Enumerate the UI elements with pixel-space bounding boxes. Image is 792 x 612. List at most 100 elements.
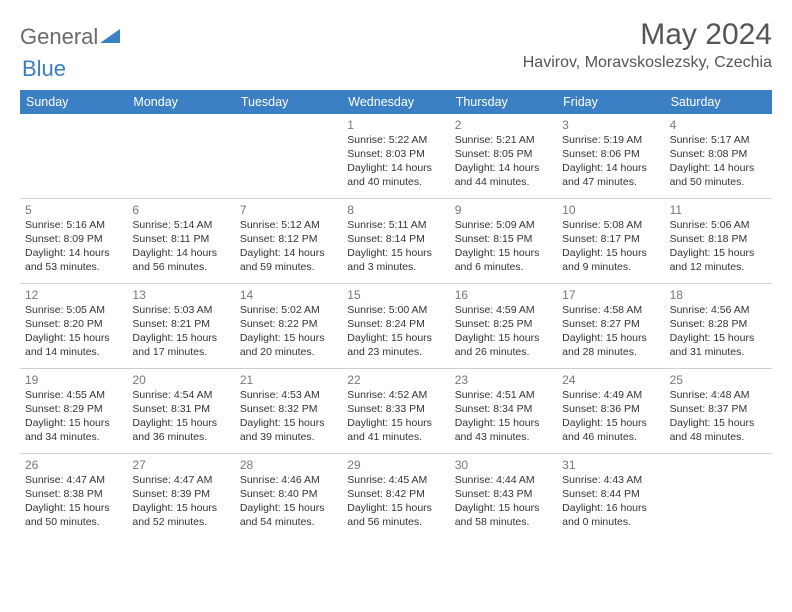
daylight-text: Daylight: 15 hours and 17 minutes. xyxy=(132,332,229,360)
sunrise-text: Sunrise: 5:09 AM xyxy=(455,219,552,233)
weekday-header: Saturday xyxy=(665,90,772,114)
daylight-text: Daylight: 15 hours and 28 minutes. xyxy=(562,332,659,360)
daylight-text: Daylight: 15 hours and 46 minutes. xyxy=(562,417,659,445)
sunset-text: Sunset: 8:34 PM xyxy=(455,403,552,417)
sunrise-text: Sunrise: 5:16 AM xyxy=(25,219,122,233)
daylight-text: Daylight: 14 hours and 40 minutes. xyxy=(347,162,444,190)
week-row: 5Sunrise: 5:16 AMSunset: 8:09 PMDaylight… xyxy=(20,198,772,283)
sunset-text: Sunset: 8:27 PM xyxy=(562,318,659,332)
day-number: 18 xyxy=(670,288,767,302)
weekday-header: Tuesday xyxy=(235,90,342,114)
day-number: 25 xyxy=(670,373,767,387)
daylight-text: Daylight: 15 hours and 54 minutes. xyxy=(240,502,337,530)
day-number: 1 xyxy=(347,118,444,132)
weekday-header: Sunday xyxy=(20,90,127,114)
sunrise-text: Sunrise: 4:48 AM xyxy=(670,389,767,403)
day-number: 16 xyxy=(455,288,552,302)
sunrise-text: Sunrise: 5:03 AM xyxy=(132,304,229,318)
sunrise-text: Sunrise: 5:06 AM xyxy=(670,219,767,233)
weekday-header-row: Sunday Monday Tuesday Wednesday Thursday… xyxy=(20,90,772,114)
sunset-text: Sunset: 8:03 PM xyxy=(347,148,444,162)
sunrise-text: Sunrise: 4:45 AM xyxy=(347,474,444,488)
logo: General xyxy=(20,18,120,50)
sunrise-text: Sunrise: 5:14 AM xyxy=(132,219,229,233)
sunrise-text: Sunrise: 4:56 AM xyxy=(670,304,767,318)
sunset-text: Sunset: 8:29 PM xyxy=(25,403,122,417)
day-cell: 22Sunrise: 4:52 AMSunset: 8:33 PMDayligh… xyxy=(342,369,449,453)
sunset-text: Sunset: 8:22 PM xyxy=(240,318,337,332)
weekday-header: Monday xyxy=(127,90,234,114)
daylight-text: Daylight: 15 hours and 58 minutes. xyxy=(455,502,552,530)
day-cell: 27Sunrise: 4:47 AMSunset: 8:39 PMDayligh… xyxy=(127,454,234,538)
day-cell: 19Sunrise: 4:55 AMSunset: 8:29 PMDayligh… xyxy=(20,369,127,453)
daylight-text: Daylight: 15 hours and 36 minutes. xyxy=(132,417,229,445)
sunrise-text: Sunrise: 4:43 AM xyxy=(562,474,659,488)
sunset-text: Sunset: 8:05 PM xyxy=(455,148,552,162)
sunrise-text: Sunrise: 4:55 AM xyxy=(25,389,122,403)
daylight-text: Daylight: 15 hours and 39 minutes. xyxy=(240,417,337,445)
daylight-text: Daylight: 15 hours and 12 minutes. xyxy=(670,247,767,275)
day-number: 5 xyxy=(25,203,122,217)
sunset-text: Sunset: 8:18 PM xyxy=(670,233,767,247)
sunrise-text: Sunrise: 5:05 AM xyxy=(25,304,122,318)
day-cell: 5Sunrise: 5:16 AMSunset: 8:09 PMDaylight… xyxy=(20,199,127,283)
day-number: 15 xyxy=(347,288,444,302)
weeks-container: 1Sunrise: 5:22 AMSunset: 8:03 PMDaylight… xyxy=(20,114,772,538)
daylight-text: Daylight: 14 hours and 56 minutes. xyxy=(132,247,229,275)
sunrise-text: Sunrise: 4:52 AM xyxy=(347,389,444,403)
sunrise-text: Sunrise: 4:44 AM xyxy=(455,474,552,488)
day-number: 21 xyxy=(240,373,337,387)
month-title: May 2024 xyxy=(523,18,772,52)
day-number: 4 xyxy=(670,118,767,132)
day-cell: 17Sunrise: 4:58 AMSunset: 8:27 PMDayligh… xyxy=(557,284,664,368)
day-cell: 9Sunrise: 5:09 AMSunset: 8:15 PMDaylight… xyxy=(450,199,557,283)
day-cell: 14 Sunrise: 5:02 AMSunset: 8:22 PMDayligh… xyxy=(235,284,342,368)
day-number: 2 xyxy=(455,118,552,132)
sunset-text: Sunset: 8:40 PM xyxy=(240,488,337,502)
sunset-text: Sunset: 8:43 PM xyxy=(455,488,552,502)
day-number: 9 xyxy=(455,203,552,217)
day-number: 13 xyxy=(132,288,229,302)
daylight-text: Daylight: 14 hours and 59 minutes. xyxy=(240,247,337,275)
day-cell: 26Sunrise: 4:47 AMSunset: 8:38 PMDayligh… xyxy=(20,454,127,538)
daylight-text: Daylight: 14 hours and 50 minutes. xyxy=(670,162,767,190)
logo-triangle-icon xyxy=(100,29,120,45)
sunrise-text: Sunrise: 5:00 AM xyxy=(347,304,444,318)
sunrise-text: Sunrise: 5:11 AM xyxy=(347,219,444,233)
day-cell: 31Sunrise: 4:43 AMSunset: 8:44 PMDayligh… xyxy=(557,454,664,538)
day-number: 31 xyxy=(562,458,659,472)
day-number: 12 xyxy=(25,288,122,302)
day-number: 22 xyxy=(347,373,444,387)
sunset-text: Sunset: 8:17 PM xyxy=(562,233,659,247)
sunset-text: Sunset: 8:21 PM xyxy=(132,318,229,332)
daylight-text: Daylight: 15 hours and 6 minutes. xyxy=(455,247,552,275)
day-number: 6 xyxy=(132,203,229,217)
day-cell: 23Sunrise: 4:51 AMSunset: 8:34 PMDayligh… xyxy=(450,369,557,453)
daylight-text: Daylight: 15 hours and 20 minutes. xyxy=(240,332,337,360)
day-cell: 30Sunrise: 4:44 AMSunset: 8:43 PMDayligh… xyxy=(450,454,557,538)
sunrise-text: Sunrise: 5:02 AM xyxy=(240,304,337,318)
day-cell xyxy=(20,114,127,198)
day-cell: 16Sunrise: 4:59 AMSunset: 8:25 PMDayligh… xyxy=(450,284,557,368)
daylight-text: Daylight: 15 hours and 14 minutes. xyxy=(25,332,122,360)
day-cell: 20Sunrise: 4:54 AMSunset: 8:31 PMDayligh… xyxy=(127,369,234,453)
day-cell: 28Sunrise: 4:46 AMSunset: 8:40 PMDayligh… xyxy=(235,454,342,538)
daylight-text: Daylight: 14 hours and 44 minutes. xyxy=(455,162,552,190)
weekday-header: Wednesday xyxy=(342,90,449,114)
sunset-text: Sunset: 8:39 PM xyxy=(132,488,229,502)
day-cell: 10Sunrise: 5:08 AMSunset: 8:17 PMDayligh… xyxy=(557,199,664,283)
sunset-text: Sunset: 8:11 PM xyxy=(132,233,229,247)
week-row: 1Sunrise: 5:22 AMSunset: 8:03 PMDaylight… xyxy=(20,114,772,198)
day-cell: 18Sunrise: 4:56 AMSunset: 8:28 PMDayligh… xyxy=(665,284,772,368)
title-block: May 2024 Havirov, Moravskoslezsky, Czech… xyxy=(523,18,772,72)
sunset-text: Sunset: 8:36 PM xyxy=(562,403,659,417)
weekday-header: Thursday xyxy=(450,90,557,114)
daylight-text: Daylight: 15 hours and 31 minutes. xyxy=(670,332,767,360)
sunrise-text: Sunrise: 4:47 AM xyxy=(25,474,122,488)
day-cell: 7Sunrise: 5:12 AMSunset: 8:12 PMDaylight… xyxy=(235,199,342,283)
day-cell: 6 Sunrise: 5:14 AMSunset: 8:11 PMDaylight… xyxy=(127,199,234,283)
daylight-text: Daylight: 15 hours and 50 minutes. xyxy=(25,502,122,530)
day-number: 14 xyxy=(240,288,337,302)
daylight-text: Daylight: 14 hours and 53 minutes. xyxy=(25,247,122,275)
sunrise-text: Sunrise: 4:59 AM xyxy=(455,304,552,318)
